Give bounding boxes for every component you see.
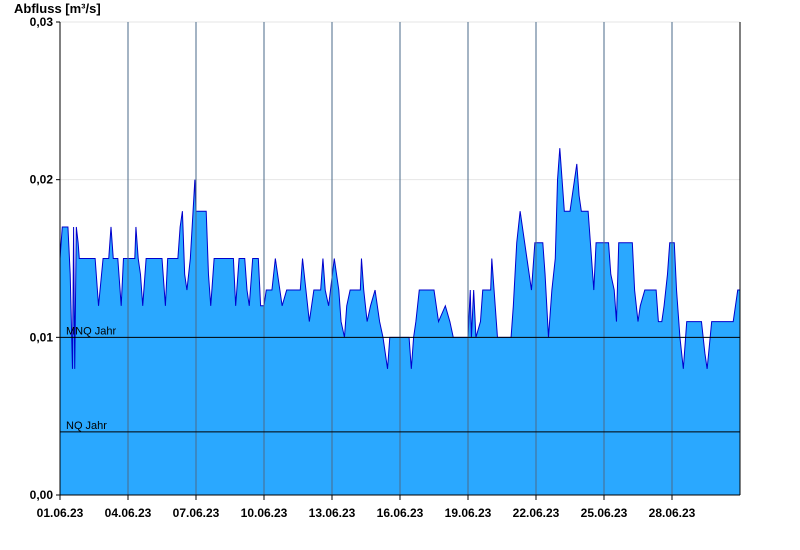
- y-tick-label: 0,00: [30, 488, 54, 502]
- y-axis-title: Abfluss [m³/s]: [14, 1, 101, 16]
- plot-area: MNQ Jahr NQ Jahr 0,00 0,01 0,02 0,03 01.06.23 0…: [30, 15, 741, 520]
- reference-line-label: MNQ Jahr: [66, 325, 116, 337]
- reference-line-label: NQ Jahr: [66, 420, 107, 432]
- x-tick-label: 22.06.23: [513, 506, 560, 520]
- discharge-area: [60, 148, 740, 495]
- x-tick-label: 28.06.23: [649, 506, 696, 520]
- x-tick-label: 13.06.23: [309, 506, 356, 520]
- y-tick-label: 0,03: [30, 15, 54, 29]
- x-tick-label: 19.06.23: [445, 506, 492, 520]
- discharge-line: [59, 148, 740, 369]
- y-tick-label: 0,01: [30, 330, 54, 344]
- x-tick-label: 01.06.23: [37, 506, 84, 520]
- x-tick-label: 25.06.23: [581, 506, 628, 520]
- x-tick-label: 07.06.23: [173, 506, 220, 520]
- x-tick-label: 04.06.23: [105, 506, 152, 520]
- x-tick-label: 16.06.23: [377, 506, 424, 520]
- y-tick-label: 0,02: [30, 173, 54, 187]
- x-tick-label: 10.06.23: [241, 506, 288, 520]
